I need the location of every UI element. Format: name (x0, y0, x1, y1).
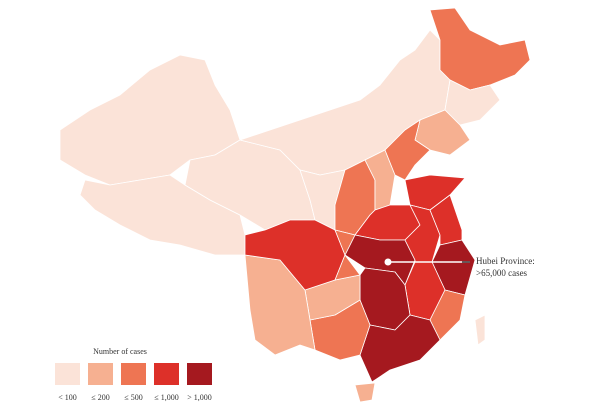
legend-swatch (121, 363, 146, 385)
legend-title: Number of cases (93, 347, 147, 356)
legend-label: ≤ 200 (91, 393, 109, 402)
legend-label: ≤ 1,000 (154, 393, 178, 402)
legend-swatch (55, 363, 80, 385)
provinces (59, 7, 531, 403)
legend-swatch (88, 363, 113, 385)
legend-swatch (187, 363, 212, 385)
legend-swatch (154, 363, 179, 385)
annotation: >65,000 cases (476, 268, 528, 278)
province (384, 119, 431, 181)
legend: < 100 ≤ 200 ≤ 500 ≤ 1,000 > 1,000 (55, 363, 212, 402)
annotation: Hubei Province: (476, 256, 535, 266)
province (354, 382, 376, 403)
legend-label: > 1,000 (187, 393, 212, 402)
legend-label: < 100 (58, 393, 77, 402)
legend-label: ≤ 500 (124, 393, 142, 402)
province (474, 314, 486, 346)
province (404, 174, 466, 211)
province (334, 229, 361, 281)
province (429, 289, 466, 341)
province (429, 7, 531, 91)
province (359, 314, 441, 383)
